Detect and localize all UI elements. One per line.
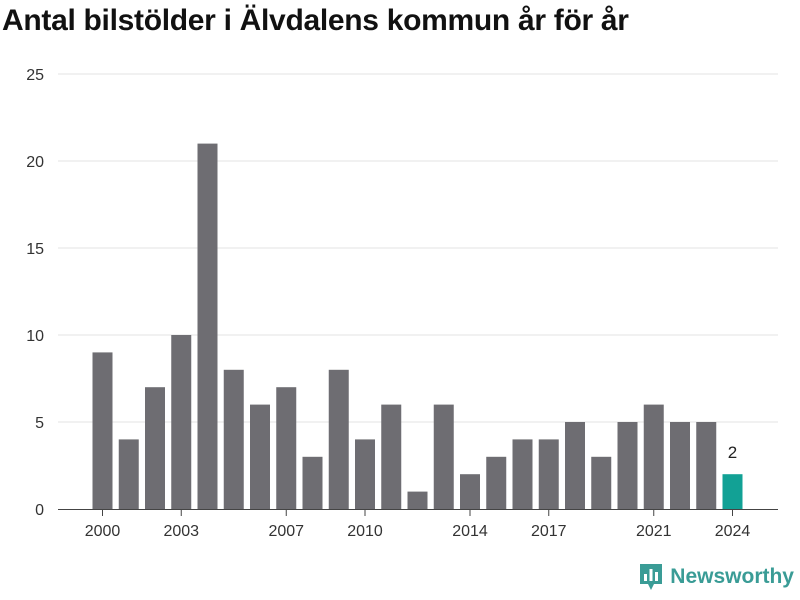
y-tick-label-25: 25 [26,67,44,84]
x-tick-label-2007: 2007 [268,523,304,540]
bar-2020 [617,422,638,509]
bar-2024 [722,474,743,509]
brand-name: Newsworthy [670,565,794,588]
bar-2006 [250,404,270,509]
x-tick-label-2021: 2021 [636,523,672,540]
x-tick-label-2010: 2010 [347,523,383,540]
bar-2019 [591,456,612,509]
bar-2017 [538,439,559,509]
x-tick-label-2003: 2003 [163,523,199,540]
bar-2000 [92,352,113,509]
bars [92,143,743,509]
bar-2003 [171,335,192,509]
bar-2008 [302,456,323,509]
x-tick-label-2000: 2000 [85,523,121,540]
bar-2002 [145,387,165,509]
x-tick-label-2017: 2017 [531,523,567,540]
bar-2004 [197,143,218,509]
bar-2022 [670,422,690,509]
bar-2023 [696,422,717,509]
data-labels: 2 [728,443,737,462]
x-tick-label-2024: 2024 [715,523,751,540]
bar-2009 [328,369,349,509]
x-axis-ticks: 2000 2003 2007 2010 2014 2017 2021 2024 [85,510,751,540]
bar-2010 [355,439,375,509]
bar-2005 [223,369,244,509]
newsworthy-logo-icon [640,564,663,590]
bar-2018 [565,422,585,509]
bar-2015 [486,456,507,509]
bar-2014 [460,474,480,509]
y-tick-label-10: 10 [26,328,44,345]
y-tick-label-20: 20 [26,154,44,171]
y-tick-label-0: 0 [35,502,44,519]
bar-2011 [381,404,402,509]
y-axis-ticks: 0 5 10 15 20 25 [26,67,44,519]
brand-logo: Newsworthy [638,562,794,592]
bar-2021 [643,404,664,509]
y-tick-label-15: 15 [26,241,44,258]
bar-2001 [118,439,139,509]
x-tick-label-2014: 2014 [452,523,488,540]
data-label-2024: 2 [728,443,737,462]
bar-2013 [433,404,454,509]
bar-2016 [512,439,533,509]
y-tick-label-5: 5 [35,415,44,432]
chart-title: Antal bilstölder i Älvdalens kommun år f… [2,4,629,37]
bar-2007 [276,387,297,509]
bar-2012 [407,491,428,509]
